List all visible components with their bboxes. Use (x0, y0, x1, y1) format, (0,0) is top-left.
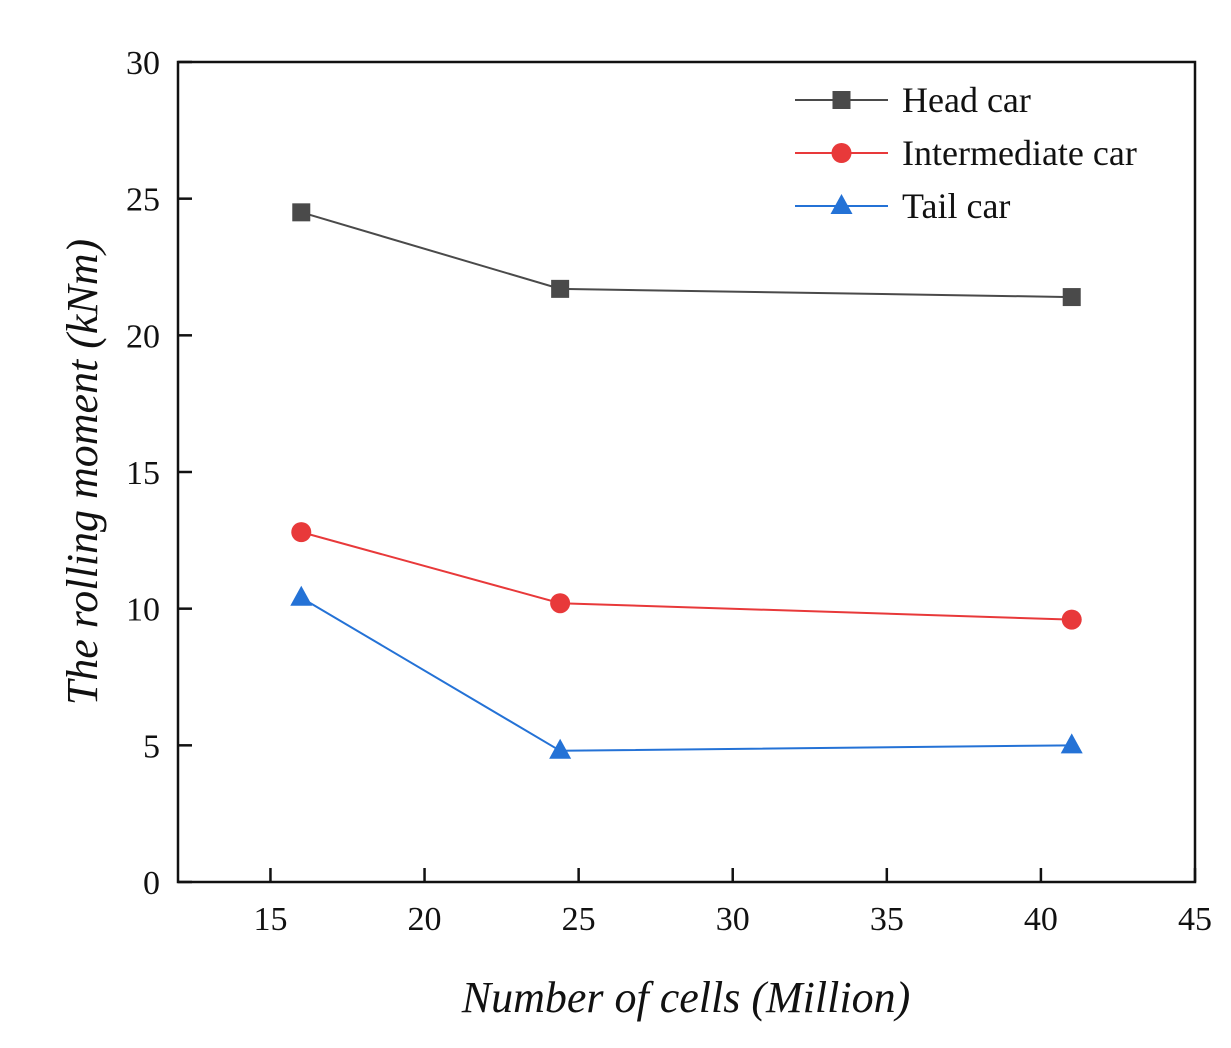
y-tick-label: 5 (143, 728, 160, 765)
x-tick-label: 25 (562, 901, 596, 938)
legend-label-tail-car: Tail car (902, 186, 1010, 226)
legend-marker-intermediate-car (831, 143, 852, 163)
y-tick-label: 10 (126, 592, 160, 629)
head-car-point (1062, 288, 1081, 307)
tail-car-point (1060, 733, 1083, 754)
legend: Head car Intermediate car Tail car (795, 80, 1137, 226)
x-tick-label: 15 (253, 901, 287, 938)
x-tick-label: 20 (408, 901, 442, 938)
x-tick-label: 40 (1024, 901, 1058, 938)
y-tick-label: 20 (126, 318, 160, 355)
series-layer (290, 203, 1083, 759)
head-car-point (551, 279, 570, 298)
intermediate-car-point (291, 522, 312, 543)
legend-marker-head-car (832, 91, 851, 109)
plot-frame (176, 60, 1197, 884)
x-tick-label: 30 (716, 901, 750, 938)
y-tick-label: 0 (143, 865, 160, 902)
y-tick-label: 30 (126, 45, 160, 82)
y-tick-label: 15 (126, 455, 160, 492)
legend-label-head-car: Head car (902, 80, 1031, 120)
tail-car-line (300, 596, 1072, 752)
intermediate-car-line (301, 531, 1072, 621)
head-car-point (292, 203, 311, 222)
x-tick-label: 45 (1178, 901, 1212, 938)
tail-car-point (549, 738, 572, 759)
y-axis-ticks: 0 5 10 15 20 25 30 (126, 45, 192, 902)
x-axis-title: Number of cells (Million) (461, 973, 911, 1022)
intermediate-car-point (1061, 609, 1082, 630)
y-axis-title: The rolling moment (kNm) (58, 239, 107, 705)
tail-car-point (290, 585, 313, 606)
intermediate-car-point (550, 593, 571, 614)
x-tick-label: 35 (870, 901, 904, 938)
x-axis-ticks: 15 20 25 30 35 40 45 (253, 868, 1212, 938)
legend-marker-tail-car (830, 194, 853, 214)
y-tick-label: 25 (126, 182, 160, 219)
legend-label-intermediate-car: Intermediate car (902, 133, 1137, 173)
